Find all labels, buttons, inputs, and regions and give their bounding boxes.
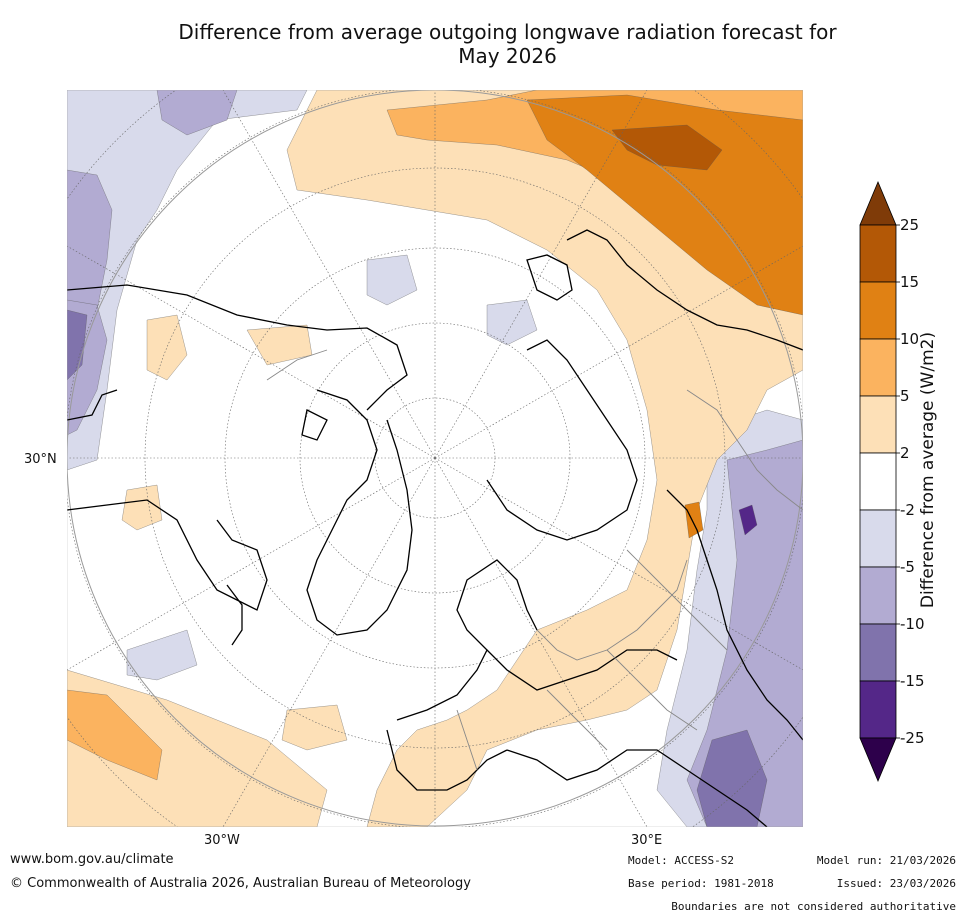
colorbar-segment: [859, 281, 897, 340]
country-borders: [266, 349, 803, 771]
colorbar-arrow-bottom: [859, 737, 897, 783]
base-period-text: Base period: 1981-2018: [628, 877, 774, 890]
model-run-text: Model run: 21/03/2026: [816, 854, 956, 867]
latitude-30n-circle: [67, 90, 803, 827]
lat-label-30n: 30°N: [24, 452, 57, 467]
title-line-1: Difference from average outgoing longwav…: [178, 20, 837, 44]
colorbar-ticks: 25 15 10 5 2 -2 -5 -10 -15 -25: [896, 216, 925, 747]
model-text: Model: ACCESS-S2: [628, 854, 734, 867]
colorbar-tick-label: -2: [900, 501, 915, 519]
colorbar-segment: [859, 452, 897, 511]
negative-anomaly-areas: [67, 90, 803, 827]
lon-label-30w: 30°W: [204, 833, 240, 848]
colorbar-tick-label: 10: [900, 330, 919, 348]
colorbar-tick-label: -5: [900, 558, 915, 576]
colorbar-segment: [859, 509, 897, 568]
colorbar-tick-label: 2: [900, 444, 910, 462]
colorbar-segments: [859, 180, 897, 783]
disclaimer-text: Boundaries are not considered authoritat…: [671, 900, 956, 913]
colorbar-segment: [859, 566, 897, 625]
colorbar-tick-label: -25: [900, 729, 925, 747]
colorbar-segment: [859, 680, 897, 739]
colorbar-segment: [859, 395, 897, 454]
issued-text: Issued: 23/03/2026: [836, 877, 956, 890]
colorbar-segment: [859, 224, 897, 283]
colorbar-tick-label: 15: [900, 273, 919, 291]
graticule: [67, 90, 803, 827]
website-text: www.bom.gov.au/climate: [10, 852, 174, 867]
chart-title: Difference from average outgoing longwav…: [120, 20, 895, 68]
copyright-text: © Commonwealth of Australia 2026, Austra…: [10, 876, 471, 891]
colorbar-segment: [859, 623, 897, 682]
colorbar-tick-label: 25: [900, 216, 919, 234]
colorbar: 25 15 10 5 2 -2 -5 -10 -15 -25: [859, 180, 925, 783]
coastlines: [67, 229, 803, 827]
colorbar-label: Difference from average (W/m2): [918, 331, 938, 609]
colorbar-tick-label: -15: [900, 672, 925, 690]
lon-label-30e: 30°E: [631, 833, 663, 848]
colorbar-tick-label: -10: [900, 615, 925, 633]
positive-anomaly-areas: [67, 90, 803, 827]
colorbar-tick-label: 5: [900, 387, 910, 405]
olr-anomaly-map: [67, 90, 803, 827]
title-line-2: May 2026: [458, 44, 557, 68]
colorbar-segment: [859, 338, 897, 397]
colorbar-arrow-top: [859, 180, 897, 226]
